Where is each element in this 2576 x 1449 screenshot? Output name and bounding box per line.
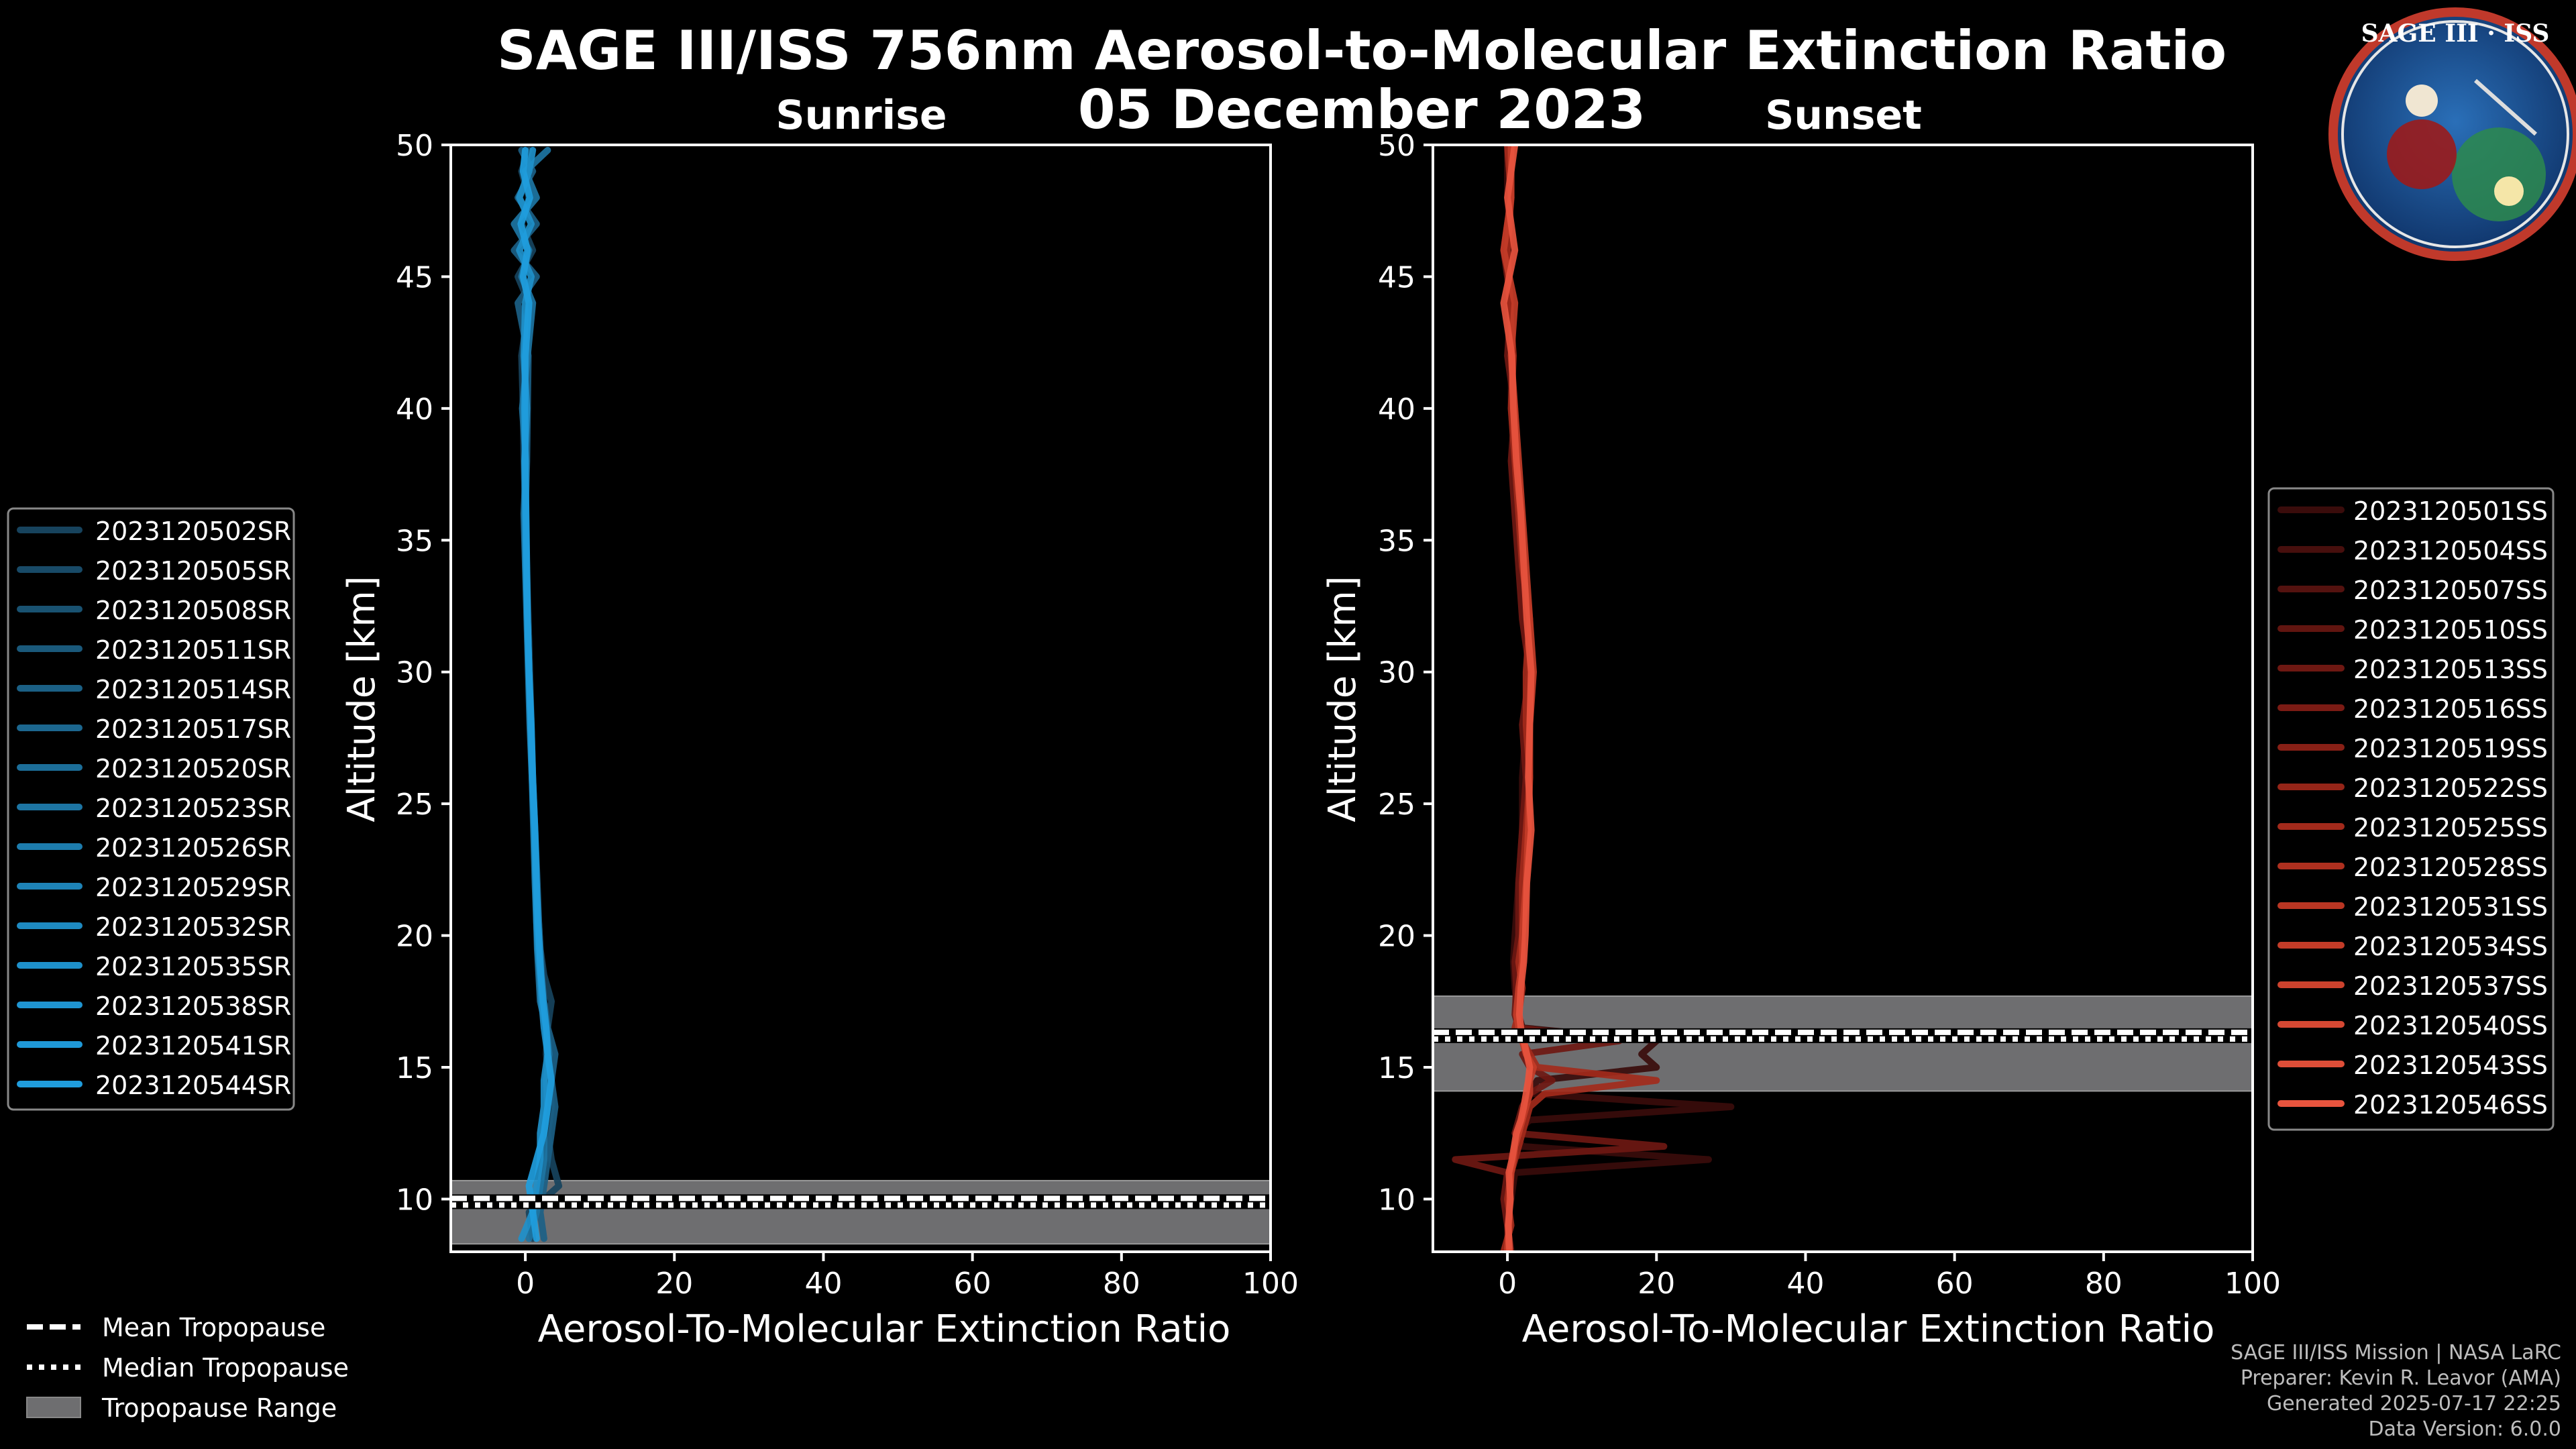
sunset-legend-entry: 2023120522SS [2353, 773, 2548, 803]
sunset-legend-entry: 2023120501SS [2353, 496, 2548, 526]
sunrise-x-axis-label: Aerosol-To-Molecular Extinction Ratio [538, 1307, 1231, 1351]
mean-tropopause-label: Mean Tropopause [102, 1313, 325, 1342]
sunset-x-tick-label: 20 [1638, 1267, 1675, 1301]
sunrise-y-tick-label: 15 [396, 1051, 433, 1085]
sunset-x-tick-label: 80 [2085, 1267, 2123, 1301]
sunset-y-tick-label: 50 [1378, 129, 1415, 163]
sunrise-panel-title: Sunrise [775, 92, 947, 139]
sunset-legend-entry: 2023120543SS [2353, 1051, 2548, 1080]
sunset-legend-entry: 2023120507SS [2353, 576, 2548, 605]
sunrise-legend-entry: 2023120544SR [95, 1071, 291, 1100]
sunrise-legend-entry: 2023120526SR [95, 833, 291, 863]
sunrise-legend-entry: 2023120511SR [95, 635, 291, 665]
footer-mission: SAGE III/ISS Mission | NASA LaRC [2231, 1341, 2561, 1364]
sunrise-y-tick-label: 35 [396, 524, 433, 558]
tropopause-legend: Mean Tropopause Median Tropopause Tropop… [26, 1313, 349, 1423]
sunset-legend-entry: 2023120531SS [2353, 892, 2548, 922]
sunset-axes-frame [1432, 144, 2254, 1253]
sunset-x-axis-label: Aerosol-To-Molecular Extinction Ratio [1522, 1307, 2215, 1351]
logo-title: SAGE III · ISS [2361, 19, 2550, 48]
footer-preparer: Preparer: Kevin R. Leavor (AMA) [2240, 1366, 2561, 1390]
sunrise-legend-entry: 2023120508SR [95, 596, 291, 625]
footer: SAGE III/ISS Mission | NASA LaRC Prepare… [2231, 1340, 2561, 1442]
sunset-x-tick-label: 0 [1498, 1267, 1517, 1301]
sunrise-legend-entry: 2023120505SR [95, 556, 291, 586]
sunrise-legend-entry: 2023120520SR [95, 754, 291, 784]
sunrise-x-tick-label: 20 [655, 1267, 693, 1301]
sunset-x-tick-label: 40 [1786, 1267, 1824, 1301]
figure-title: SAGE III/ISS 756nm Aerosol-to-Molecular … [496, 19, 2227, 82]
sunset-legend-entry: 2023120546SS [2353, 1090, 2548, 1120]
sunrise-x-tick-label: 80 [1103, 1267, 1140, 1301]
sunrise-legend-entry: 2023120541SR [95, 1031, 291, 1061]
sunset-legend-entry: 2023120516SS [2353, 694, 2548, 724]
sunrise-x-tick-label: 0 [516, 1267, 535, 1301]
sunset-legend-entry: 2023120534SS [2353, 932, 2548, 961]
sunrise-plot-area [451, 146, 1271, 1245]
sunset-legend-entry: 2023120525SS [2353, 813, 2548, 843]
sunrise-profile-line [517, 146, 555, 1242]
sunset-panel: Sunset Altitude [km] Aerosol-To-Molecula… [1321, 92, 2281, 1351]
sunrise-legend-entry: 2023120514SR [95, 675, 291, 704]
sunrise-x-tick-label: 100 [1242, 1267, 1299, 1301]
sunrise-legend: 2023120502SR 2023120505SR 2023120508SR 2023… [7, 507, 295, 1111]
sunrise-y-tick-label: 40 [396, 392, 433, 427]
sunset-legend-entry: 2023120528SS [2353, 853, 2548, 882]
sunset-y-tick-label: 25 [1378, 788, 1415, 822]
sunset-legend-entry: 2023120537SS [2353, 971, 2548, 1001]
sunset-legend-entry: 2023120513SS [2353, 655, 2548, 684]
sunrise-legend-frame [7, 507, 295, 1111]
tropopause-range-swatch [26, 1397, 81, 1418]
sunset-y-tick-label: 10 [1378, 1183, 1415, 1217]
figure-date: 05 December 2023 [1077, 78, 1646, 141]
sunset-plot-area [1433, 145, 2253, 1252]
sunrise-y-tick-label: 45 [396, 260, 433, 294]
sunset-y-tick-label: 45 [1378, 260, 1415, 294]
footer-generated: Generated 2025-07-17 22:25 [2266, 1392, 2561, 1415]
sunset-y-tick-label: 20 [1378, 920, 1415, 954]
sunrise-legend-entry: 2023120535SR [95, 952, 291, 981]
sunset-x-tick-label: 60 [1936, 1267, 1974, 1301]
sunrise-legend-entry: 2023120532SR [95, 912, 291, 942]
sunrise-legend-entry: 2023120523SR [95, 794, 291, 823]
sunset-legend-entry: 2023120540SS [2353, 1011, 2548, 1040]
sunset-y-tick-label: 15 [1378, 1051, 1415, 1085]
sunrise-legend-entry: 2023120538SR [95, 991, 291, 1021]
sunset-y-tick-label: 35 [1378, 524, 1415, 558]
sunset-panel-title: Sunset [1765, 92, 1922, 139]
sunrise-y-tick-label: 50 [396, 129, 433, 163]
tropopause-range-label: Tropopause Range [101, 1393, 337, 1423]
sunset-legend-entry: 2023120510SS [2353, 615, 2548, 645]
sunrise-legend-entry: 2023120502SR [95, 517, 291, 546]
sunrise-x-tick-label: 60 [954, 1267, 991, 1301]
sunrise-y-tick-label: 25 [396, 788, 433, 822]
sunrise-legend-entry: 2023120517SR [95, 714, 291, 744]
sunset-legend: 2023120501SS 2023120504SS 2023120507SS 2023… [2267, 487, 2555, 1131]
sunrise-panel: Sunrise Altitude [km] Aerosol-To-Molecul… [340, 92, 1299, 1351]
sunrise-y-axis-label: Altitude [km] [340, 576, 384, 822]
sunset-legend-entry: 2023120519SS [2353, 734, 2548, 763]
sunrise-y-tick-label: 10 [396, 1183, 433, 1217]
sunrise-x-tick-label: 40 [804, 1267, 842, 1301]
sunset-legend-entry: 2023120504SS [2353, 536, 2548, 566]
median-tropopause-label: Median Tropopause [102, 1353, 349, 1383]
footer-version: Data Version: 6.0.0 [2368, 1417, 2561, 1441]
sunrise-axes-frame [449, 144, 1272, 1253]
sunrise-y-tick-label: 20 [396, 920, 433, 954]
sage-iii-iss-logo: SAGE III · ISS [2328, 7, 2576, 261]
sunrise-legend-entry: 2023120529SR [95, 873, 291, 902]
sunset-y-axis-label: Altitude [km] [1321, 576, 1364, 822]
sunset-legend-frame [2267, 487, 2555, 1131]
sunset-x-tick-label: 100 [2224, 1267, 2281, 1301]
sunset-profile-line [1500, 145, 1535, 1252]
sunset-y-tick-label: 30 [1378, 656, 1415, 690]
sunrise-y-tick-label: 30 [396, 656, 433, 690]
sunset-y-tick-label: 40 [1378, 392, 1415, 427]
sunrise-tropopause-range [451, 1179, 1271, 1245]
